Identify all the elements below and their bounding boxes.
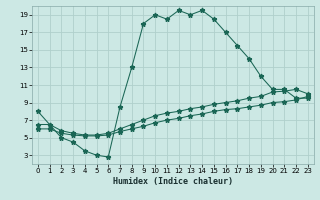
X-axis label: Humidex (Indice chaleur): Humidex (Indice chaleur) [113, 177, 233, 186]
